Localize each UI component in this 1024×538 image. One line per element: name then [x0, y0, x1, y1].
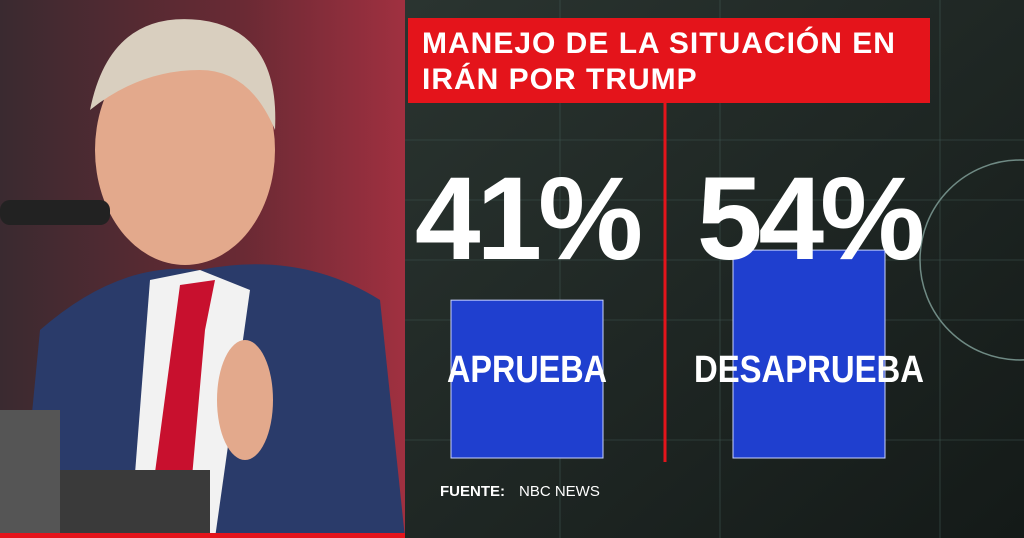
photo [0, 0, 405, 538]
source-label: FUENTE: [440, 483, 505, 500]
category-label: DESAPRUEBA [694, 349, 924, 391]
category-label: APRUEBA [447, 349, 607, 391]
source: NBC NEWS [519, 483, 600, 500]
decor-circle [919, 159, 1024, 361]
value-label: 41% [415, 153, 640, 285]
bar [450, 299, 604, 459]
chart-title: MANEJO DE LA SITUACIÓN EN IRÁN POR TRUMP [408, 18, 930, 103]
bar [732, 249, 886, 459]
value-label: 54% [697, 153, 922, 285]
